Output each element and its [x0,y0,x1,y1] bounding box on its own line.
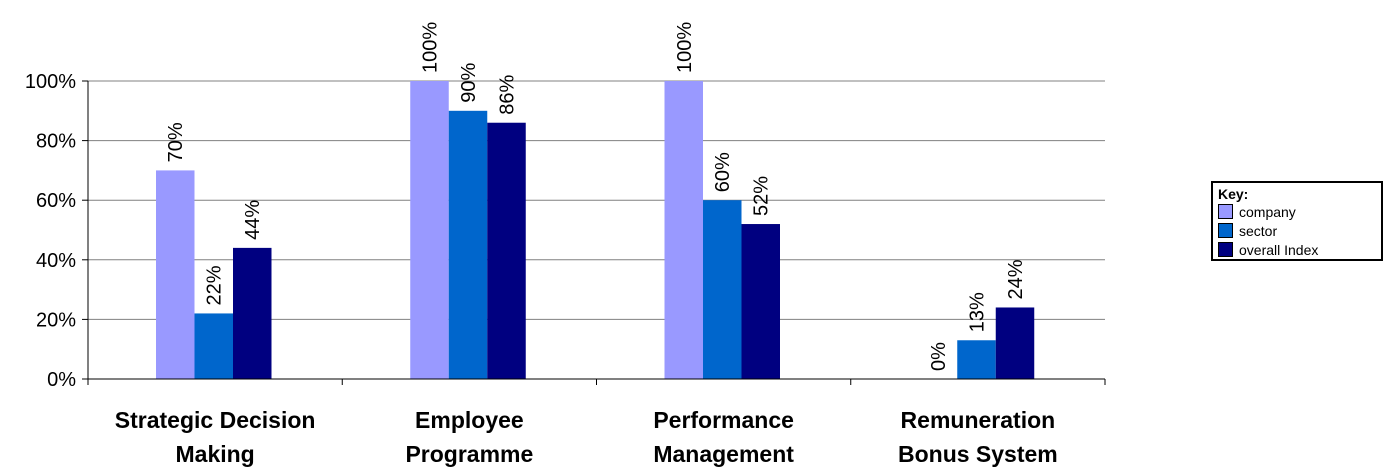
data-label: 70% [165,122,187,162]
legend-label-company: company [1239,203,1296,220]
bar-sector [703,200,742,379]
data-label: 22% [204,265,226,305]
legend-label-sector: sector [1239,222,1278,239]
legend-item-company: company [1218,202,1381,221]
legend-item-sector: sector [1218,221,1381,240]
legend-title: Key: [1218,186,1249,202]
data-label: 90% [458,63,480,103]
category-label: Management [653,441,794,467]
category-label: Bonus System [898,441,1058,467]
data-label: 0% [928,342,950,371]
category-label: Strategic Decision [115,407,316,433]
y-tick-label: 80% [36,131,76,153]
data-label: 52% [751,176,773,216]
bar-company [410,81,449,379]
data-label: 60% [712,152,734,192]
legend-swatch-sector [1218,223,1233,238]
legend-item-overall-index: overall Index [1218,240,1381,259]
y-tick-label: 60% [36,190,76,212]
bar-sector [194,313,233,379]
bar-overall-index [995,307,1035,379]
category-label: Programme [405,441,533,467]
y-tick-label: 100% [25,71,76,93]
bar-overall-index [487,122,526,379]
bar-overall-index [233,247,272,379]
y-tick-label: 20% [36,309,76,331]
legend-swatch-overall-index [1218,242,1233,257]
labels: 70% 100% 100% 0% 22% 90% 60% 13% 44% 86% 52% 24% Str… [115,22,1058,467]
data-label: 100% [674,22,696,73]
data-label: 44% [242,200,264,240]
legend: Key: company sector overall Index [1211,181,1383,261]
y-tick-label: 0% [47,369,76,391]
data-label: 86% [497,74,519,114]
category-label: Performance [653,407,794,433]
bar-company [664,81,703,379]
category-label: Employee [415,407,524,433]
bar-company [156,170,195,379]
bar-overall-index [741,224,780,379]
legend-label-overall-index: overall Index [1239,241,1319,258]
category-label: Remuneration [901,407,1056,433]
data-label: 24% [1005,259,1027,299]
axes: 0% 20% 40% 60% 80% 100% [25,71,1106,391]
bar-sector [957,340,996,379]
data-label: 13% [967,292,989,332]
category-label: Making [176,441,255,467]
data-label: 100% [420,22,442,73]
y-tick-label: 40% [36,250,76,272]
bars [156,81,1035,380]
bar-chart: 0% 20% 40% 60% 80% 100% 70% 100% 100% 0% 22% 90% 60… [25,22,1106,467]
bar-sector [448,110,488,380]
legend-swatch-company [1218,204,1233,219]
